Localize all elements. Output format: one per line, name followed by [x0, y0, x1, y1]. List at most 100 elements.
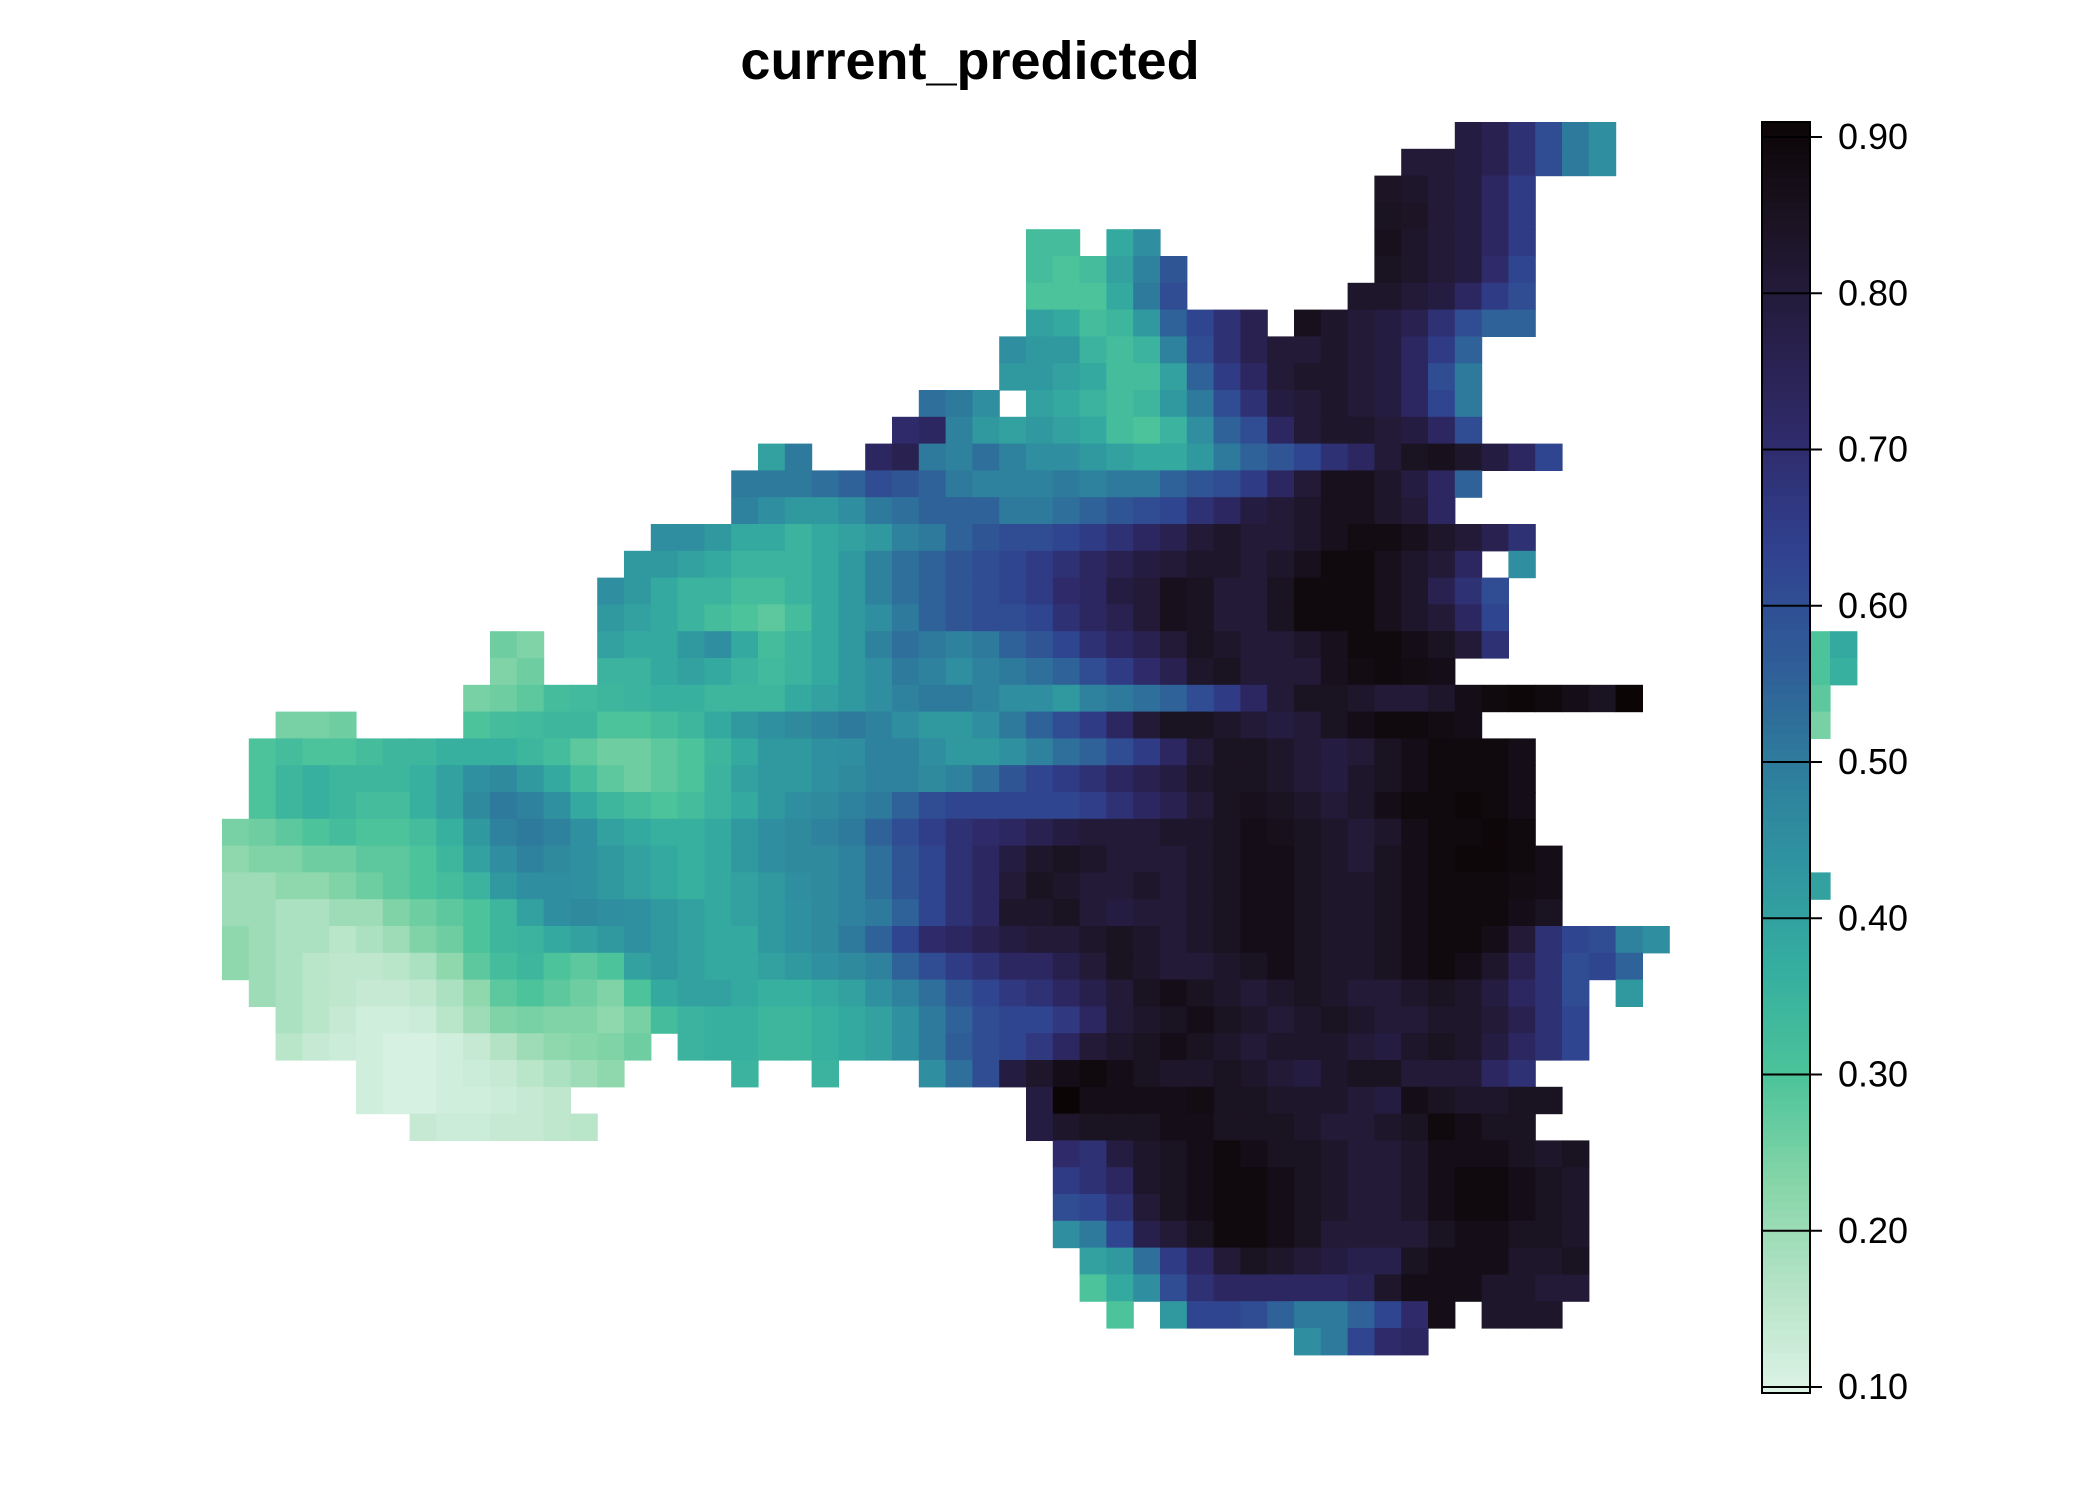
raster-cell [704, 658, 732, 686]
raster-cell [1052, 738, 1081, 766]
raster-cell [1508, 1194, 1536, 1222]
raster-cell [382, 792, 411, 820]
raster-cell [1186, 818, 1215, 847]
raster-cell [1160, 792, 1188, 820]
raster-cell [490, 1006, 518, 1034]
raster-cell [1160, 738, 1188, 766]
legend-gradient-step [1762, 1242, 1810, 1251]
raster-cell [463, 792, 491, 820]
raster-cell [945, 1033, 973, 1061]
raster-cell [275, 1006, 303, 1034]
raster-cell [1240, 1301, 1268, 1329]
raster-cell [1294, 604, 1322, 632]
legend-gradient-step [1762, 789, 1810, 799]
raster-cell [1374, 1060, 1402, 1088]
raster-cell [918, 899, 947, 927]
raster-cell [1428, 443, 1456, 471]
legend-gradient-step [1762, 415, 1810, 425]
raster-cell [1508, 926, 1536, 954]
raster-cell [1052, 470, 1081, 498]
raster-cell [1401, 604, 1429, 632]
raster-cell [1347, 872, 1375, 900]
raster-cell [382, 845, 411, 873]
raster-cell [1106, 738, 1134, 766]
raster-cell [1428, 336, 1456, 364]
raster-cell [1320, 899, 1349, 927]
raster-cell [1374, 363, 1402, 391]
raster-cell [1186, 1140, 1215, 1168]
raster-cell [302, 872, 330, 900]
raster-cell [1481, 1274, 1509, 1302]
raster-cell [999, 550, 1027, 579]
raster-cell [1186, 899, 1215, 927]
raster-cell [436, 765, 464, 793]
raster-cell [1213, 979, 1241, 1007]
raster-cell [516, 738, 545, 766]
legend-gradient-step [1762, 392, 1810, 401]
raster-cell [1026, 792, 1054, 820]
raster-cell [1133, 416, 1161, 445]
raster-cell [1240, 577, 1268, 605]
raster-cell [1240, 1086, 1268, 1115]
raster-cell [1320, 1140, 1349, 1168]
raster-cell [972, 1006, 1000, 1034]
raster-cell [1079, 1247, 1107, 1275]
raster-cell [356, 1033, 384, 1061]
raster-cell [1240, 631, 1268, 659]
raster-cell [811, 1060, 839, 1088]
raster-cell [1267, 497, 1295, 525]
raster-cell [704, 818, 732, 847]
raster-cell [1106, 631, 1134, 659]
raster-cell [1481, 1247, 1509, 1275]
raster-cell [1133, 282, 1161, 311]
raster-cell [409, 1033, 437, 1061]
raster-cell [1160, 1060, 1188, 1088]
raster-cell [945, 470, 973, 498]
raster-cell [597, 684, 625, 713]
raster-cell [731, 658, 759, 686]
raster-cell [1213, 631, 1241, 659]
raster-cell [945, 926, 973, 954]
raster-cell [382, 738, 411, 766]
legend-gradient-step [1762, 701, 1810, 711]
raster-cell [409, 1060, 437, 1088]
raster-cell [945, 524, 973, 552]
raster-cell [758, 952, 786, 981]
legend-gradient-step [1762, 1353, 1810, 1363]
raster-cell [1347, 550, 1375, 579]
raster-cell [1160, 658, 1188, 686]
raster-cell [1186, 1060, 1215, 1088]
raster-cell [624, 631, 652, 659]
legend-gradient-step [1762, 1051, 1810, 1061]
raster-cell [918, 631, 947, 659]
raster-cell [516, 926, 545, 954]
raster-cell [1240, 765, 1268, 793]
legend-gradient-step [1762, 193, 1810, 203]
raster-cell [516, 658, 545, 686]
raster-cell [1401, 631, 1429, 659]
raster-cell [918, 684, 947, 713]
raster-cell [1213, 1220, 1241, 1249]
raster-cell [1186, 1086, 1215, 1115]
raster-cell [865, 952, 893, 981]
raster-cell [1562, 122, 1590, 150]
legend-gradient-step [1762, 447, 1810, 457]
raster-cell [1347, 470, 1375, 498]
raster-cell [516, 1086, 545, 1115]
raster-cell [1026, 631, 1054, 659]
raster-cell [1535, 845, 1563, 873]
raster-cell [1079, 443, 1107, 471]
raster-cell [1428, 470, 1456, 498]
raster-cell [1428, 175, 1456, 203]
raster-cell [1401, 738, 1429, 766]
raster-cell [784, 952, 813, 981]
raster-cell [758, 845, 786, 873]
legend-gradient-step [1762, 590, 1810, 600]
raster-cell [1106, 1167, 1134, 1195]
raster-cell [838, 899, 866, 927]
raster-cell [1294, 1060, 1322, 1088]
raster-cell [1052, 550, 1081, 579]
raster-cell [1374, 550, 1402, 579]
raster-cell [1535, 1274, 1563, 1302]
raster-cell [1133, 443, 1161, 471]
